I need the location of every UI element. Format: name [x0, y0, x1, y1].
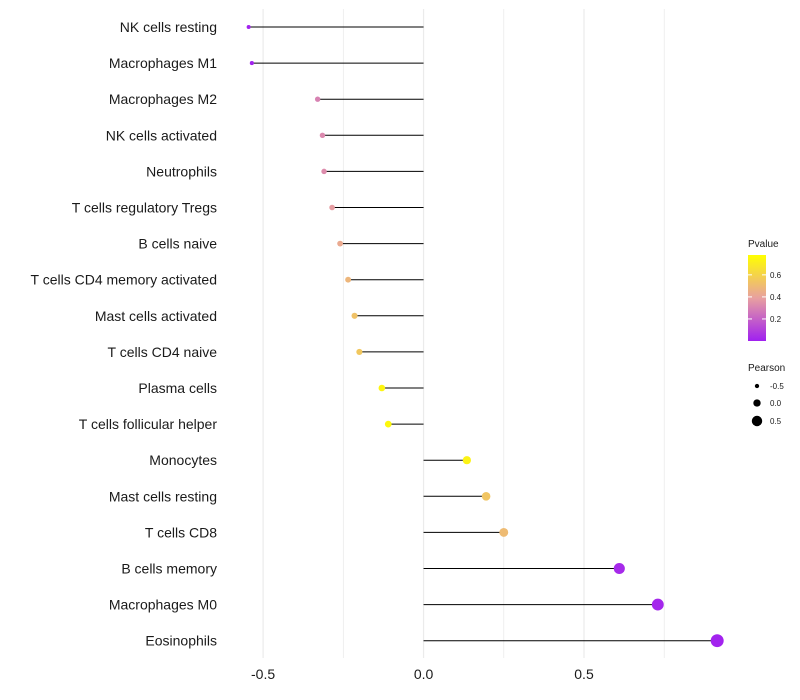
- data-point: [384, 420, 392, 428]
- category-label: T cells regulatory Tregs: [72, 200, 217, 216]
- category-label: Macrophages M0: [109, 597, 217, 613]
- category-label: Mast cells activated: [95, 308, 217, 324]
- data-point: [651, 598, 664, 611]
- data-point: [499, 527, 509, 537]
- data-point: [378, 384, 386, 392]
- data-point: [249, 61, 254, 66]
- category-label: Macrophages M1: [109, 55, 217, 71]
- category-label: B cells naive: [138, 236, 217, 252]
- category-label: T cells follicular helper: [79, 416, 218, 432]
- category-label: B cells memory: [121, 561, 217, 577]
- pvalue-tick-label: 0.4: [770, 293, 782, 302]
- pvalue-tick-label: 0.6: [770, 271, 782, 280]
- category-label: Plasma cells: [138, 380, 217, 396]
- data-point: [329, 204, 335, 211]
- category-labels: NK cells resting Macrophages M1 Macrophage…: [31, 19, 218, 649]
- category-label: NK cells resting: [120, 19, 217, 35]
- category-label: T cells CD4 naive: [108, 344, 218, 360]
- x-tick-label: 0.5: [574, 666, 594, 682]
- stems: [248, 26, 718, 642]
- pearson-legend: Pearson -0.5 0.0 0.5: [748, 363, 785, 427]
- data-point: [356, 348, 363, 355]
- pearson-legend-label: 0.0: [770, 399, 782, 408]
- pearson-legend-title: Pearson: [748, 363, 785, 374]
- x-tick-label: -0.5: [251, 666, 275, 682]
- pearson-legend-label: -0.5: [770, 382, 784, 391]
- category-label: T cells CD4 memory activated: [31, 272, 217, 288]
- data-point: [351, 312, 358, 319]
- data-point: [345, 276, 352, 283]
- data-point: [481, 492, 491, 501]
- data-points: [246, 24, 724, 648]
- data-point: [710, 634, 724, 648]
- data-point: [246, 24, 251, 30]
- category-label: Eosinophils: [145, 633, 217, 649]
- pvalue-colorbar: [748, 255, 766, 341]
- pvalue-legend-title: Pvalue: [748, 239, 779, 250]
- category-label: T cells CD8: [145, 524, 217, 540]
- x-axis-ticks: -0.5 0.0 0.5: [251, 666, 594, 682]
- data-point: [314, 96, 321, 102]
- category-label: NK cells activated: [106, 127, 217, 143]
- data-point: [319, 132, 326, 139]
- category-label: Macrophages M2: [109, 91, 217, 107]
- x-tick-label: 0.0: [414, 666, 434, 682]
- category-label: Mast cells resting: [109, 488, 217, 504]
- data-point: [321, 168, 327, 175]
- data-point: [462, 456, 471, 465]
- pearson-legend-entries: -0.5 0.0 0.5: [751, 382, 784, 427]
- data-point: [337, 240, 343, 247]
- pearson-legend-key: [753, 399, 761, 407]
- pearson-legend-label: 0.5: [770, 417, 782, 426]
- pvalue-legend: Pvalue 0.2 0.4 0.6: [748, 239, 782, 341]
- category-label: Neutrophils: [146, 163, 217, 179]
- pvalue-tick-label: 0.2: [770, 315, 782, 324]
- grid-lines: [262, 9, 665, 658]
- data-point: [613, 562, 625, 575]
- pearson-legend-key: [754, 383, 760, 389]
- pvalue-legend-ticks: 0.2 0.4 0.6: [748, 271, 782, 324]
- pearson-legend-key: [751, 415, 763, 427]
- category-label: Monocytes: [149, 452, 217, 468]
